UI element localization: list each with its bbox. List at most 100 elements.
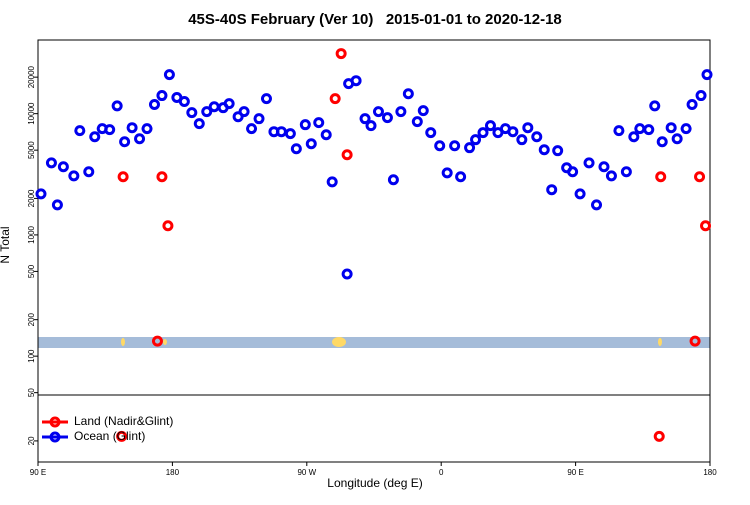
point (117, 171, 129, 183)
y-tick-label: 2000 (27, 189, 36, 207)
point (208, 101, 220, 113)
point (104, 124, 116, 136)
point (305, 138, 317, 150)
point (299, 119, 311, 131)
y-tick-label: 5000 (27, 141, 36, 159)
point (51, 199, 63, 211)
x-tick-label: 90 E (567, 468, 583, 477)
point (193, 118, 205, 130)
point (680, 123, 692, 135)
point (57, 161, 69, 173)
land-spot (332, 337, 346, 347)
point (119, 136, 131, 148)
point (516, 134, 528, 146)
point (126, 122, 138, 134)
point (275, 126, 287, 138)
point (507, 126, 519, 138)
legend-marker (49, 431, 61, 443)
point (470, 134, 482, 146)
y-axis-label: N Total (0, 226, 12, 263)
point (387, 174, 399, 186)
legend-label: Land (Nadir&Glint) (74, 414, 173, 428)
legend-marker (49, 416, 61, 428)
y-tick-label: 500 (27, 264, 36, 278)
point (141, 123, 153, 135)
point (335, 48, 347, 60)
point (116, 430, 128, 442)
point (223, 98, 235, 110)
point (162, 220, 174, 232)
legend-label: Ocean (Glint) (74, 429, 145, 443)
point (484, 120, 496, 132)
point (402, 88, 414, 100)
point (425, 127, 437, 139)
point (372, 106, 384, 118)
point (89, 131, 101, 143)
point (326, 176, 338, 188)
point (341, 268, 353, 280)
point (653, 430, 665, 442)
point (238, 106, 250, 118)
point (598, 161, 610, 173)
point (656, 136, 668, 148)
land-spot (163, 339, 167, 345)
point (655, 171, 667, 183)
point (411, 116, 423, 128)
point (341, 149, 353, 161)
land-spot (658, 338, 662, 346)
point (68, 170, 80, 182)
point (522, 122, 534, 134)
point (700, 220, 712, 232)
point (477, 127, 489, 139)
point (634, 123, 646, 135)
point (381, 112, 393, 124)
point (201, 106, 213, 118)
point (671, 133, 683, 145)
point (246, 123, 258, 135)
point (365, 120, 377, 132)
point (695, 90, 707, 102)
point (163, 69, 175, 81)
y-tick-label: 1000 (27, 225, 36, 243)
point (686, 98, 698, 110)
point (350, 75, 362, 87)
point (313, 117, 325, 129)
point (605, 170, 617, 182)
point (83, 166, 95, 178)
point (628, 131, 640, 143)
point (359, 113, 371, 125)
point (552, 145, 564, 157)
y-tick-label: 20000 (27, 65, 36, 88)
point (134, 133, 146, 145)
point (464, 142, 476, 154)
y-tick-label: 50 (27, 388, 36, 397)
point (643, 124, 655, 136)
point (567, 166, 579, 178)
point (320, 129, 332, 141)
point (329, 93, 341, 105)
point (395, 106, 407, 118)
point (290, 143, 302, 155)
point (111, 100, 123, 112)
x-tick-label: 90 W (297, 468, 316, 477)
point (694, 171, 706, 183)
y-tick-label: 10000 (27, 102, 36, 125)
x-tick-label: 0 (439, 468, 444, 477)
point (455, 171, 467, 183)
x-tick-label: 90 E (30, 468, 46, 477)
plot-frame (37, 39, 711, 463)
chart-title: 45S-40S February (Ver 10) 2015-01-01 to … (188, 11, 562, 28)
point (178, 95, 190, 107)
x-axis-label: Longitude (deg E) (327, 476, 422, 490)
y-tick-label: 20 (27, 436, 36, 445)
point (531, 131, 543, 143)
point (546, 184, 558, 196)
point (45, 157, 57, 169)
point (260, 93, 272, 105)
point (449, 140, 461, 152)
point (649, 100, 661, 112)
point (591, 199, 603, 211)
point (434, 140, 446, 152)
